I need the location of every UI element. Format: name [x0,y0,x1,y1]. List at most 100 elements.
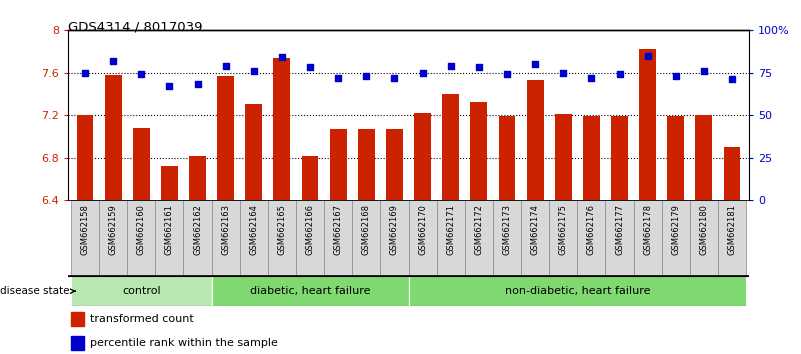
Bar [273,58,290,354]
Bar [302,156,319,354]
Bar [358,129,375,354]
Bar [527,80,544,354]
Point [219,63,232,69]
Bar [239,200,268,276]
Bar [183,200,211,276]
Bar [662,200,690,276]
Point [78,70,91,75]
Bar [386,129,403,354]
Bar [330,129,347,354]
Bar [583,116,600,354]
Bar [77,115,94,354]
Bar [211,200,239,276]
Text: GSM662159: GSM662159 [109,204,118,255]
Text: percentile rank within the sample: percentile rank within the sample [90,338,278,348]
Point [388,75,400,80]
Bar [493,200,521,276]
Bar [71,200,99,276]
Bar [127,200,155,276]
Text: GSM662174: GSM662174 [530,204,540,255]
Bar [723,147,740,354]
Text: GSM662176: GSM662176 [587,204,596,255]
Point [304,65,316,70]
Bar [690,200,718,276]
Text: transformed count: transformed count [90,314,194,324]
Point [529,61,541,67]
Bar [71,312,84,326]
Bar [549,200,578,276]
Text: disease state: disease state [0,286,75,296]
Text: GSM662162: GSM662162 [193,204,202,255]
Text: GSM662161: GSM662161 [165,204,174,255]
Text: GSM662170: GSM662170 [418,204,427,255]
Text: GSM662167: GSM662167 [334,204,343,255]
Bar [606,200,634,276]
Point [473,65,485,70]
Bar [155,200,183,276]
Bar [667,116,684,354]
Point [107,58,119,63]
Point [501,72,513,77]
Point [248,68,260,74]
Bar [105,75,122,354]
Bar [634,200,662,276]
Bar [189,156,206,354]
Bar [470,102,487,354]
Bar [296,200,324,276]
Text: GSM662175: GSM662175 [559,204,568,255]
Text: GSM662165: GSM662165 [277,204,287,255]
Bar [380,200,409,276]
Bar [611,116,628,354]
Bar [324,200,352,276]
Bar [409,200,437,276]
Point [585,75,598,80]
Text: diabetic, heart failure: diabetic, heart failure [250,286,370,296]
Text: GSM662164: GSM662164 [249,204,258,255]
Bar [99,200,127,276]
Text: non-diabetic, heart failure: non-diabetic, heart failure [505,286,650,296]
Bar [71,276,211,306]
Bar [465,200,493,276]
Text: GSM662181: GSM662181 [727,204,737,255]
Bar [161,166,178,354]
Text: control: control [122,286,160,296]
Bar [211,276,409,306]
Text: GSM662169: GSM662169 [390,204,399,255]
Point [135,72,147,77]
Bar [245,104,262,354]
Point [613,72,626,77]
Bar [578,200,606,276]
Text: GSM662158: GSM662158 [80,204,90,255]
Text: GSM662179: GSM662179 [671,204,680,255]
Point [557,70,570,75]
Bar [217,76,234,354]
Text: GSM662177: GSM662177 [615,204,624,255]
Text: GSM662168: GSM662168 [362,204,371,255]
Point [670,73,682,79]
Text: GSM662163: GSM662163 [221,204,230,255]
Bar [521,200,549,276]
Bar [718,200,746,276]
Bar [498,116,515,354]
Bar [352,200,380,276]
Point [332,75,344,80]
Bar [414,113,431,354]
Point [191,82,204,87]
Point [163,83,175,89]
Point [445,63,457,69]
Bar [409,276,746,306]
Bar [71,336,84,350]
Point [360,73,372,79]
Point [726,76,739,82]
Bar [437,200,465,276]
Bar [442,94,459,354]
Text: GDS4314 / 8017039: GDS4314 / 8017039 [68,20,203,33]
Point [698,68,710,74]
Bar [268,200,296,276]
Bar [133,128,150,354]
Point [417,70,429,75]
Point [642,53,654,58]
Bar [639,49,656,354]
Text: GSM662171: GSM662171 [446,204,455,255]
Text: GSM662178: GSM662178 [643,204,652,255]
